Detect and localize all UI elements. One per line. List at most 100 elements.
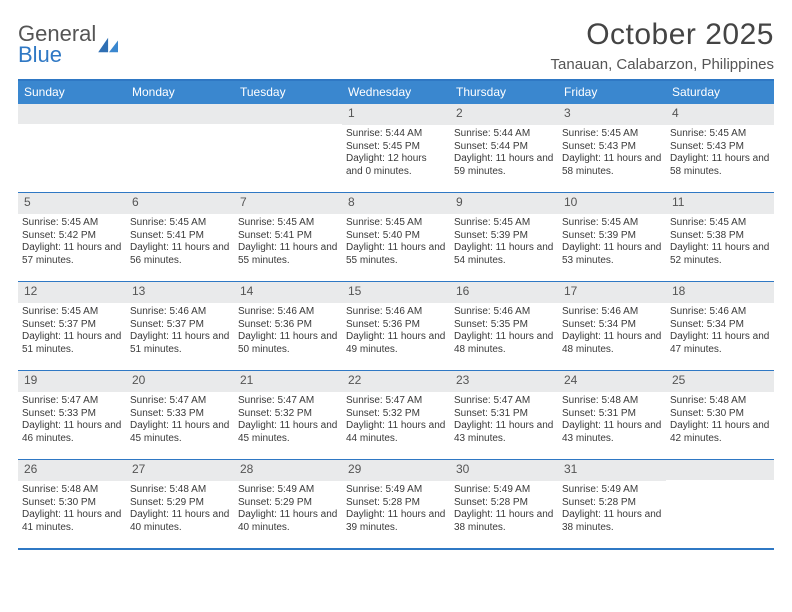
sunrise-text: Sunrise: 5:45 AM bbox=[670, 217, 770, 230]
day-cell: 25 Sunrise: 5:48 AMSunset: 5:30 PMDayligh… bbox=[666, 371, 774, 459]
day-number-row: 7 bbox=[234, 193, 342, 214]
day-cell: 13Sunrise: 5:46 AMSunset: 5:37 PMDayligh… bbox=[126, 282, 234, 370]
day-number-row: 27 bbox=[126, 460, 234, 481]
sunrise-text: Sunrise: 5:47 AM bbox=[346, 395, 446, 408]
sunrise-text: Sunrise: 5:45 AM bbox=[130, 217, 230, 230]
day-cell: 5 Sunrise: 5:45 AMSunset: 5:42 PMDaylight… bbox=[18, 193, 126, 281]
day-number-row bbox=[666, 460, 774, 480]
day-number: 15 bbox=[348, 284, 361, 298]
sunrise-text: Sunrise: 5:44 AM bbox=[454, 128, 554, 141]
days-of-week-header: Sunday Monday Tuesday Wednesday Thursday… bbox=[18, 81, 774, 104]
day-number-row bbox=[126, 104, 234, 124]
week-row: 5Sunrise: 5:45 AMSunset: 5:42 PMDaylight… bbox=[18, 193, 774, 282]
day-cell: 16 Sunrise: 5:46 AMSunset: 5:35 PMDayligh… bbox=[450, 282, 558, 370]
calendar: Sunday Monday Tuesday Wednesday Thursday… bbox=[18, 79, 774, 550]
day-number-row: 18 bbox=[666, 282, 774, 303]
sunrise-text: Sunrise: 5:48 AM bbox=[562, 395, 662, 408]
dow-thursday: Thursday bbox=[450, 81, 558, 104]
day-cell: 11Sunrise: 5:45 AMSunset: 5:38 PMDayligh… bbox=[666, 193, 774, 281]
day-cell: 22Sunrise: 5:47 AMSunset: 5:32 PMDayligh… bbox=[342, 371, 450, 459]
sunset-text: Sunset: 5:39 PM bbox=[454, 230, 554, 243]
sunset-text: Sunset: 5:29 PM bbox=[238, 497, 338, 510]
day-number-row: 29 bbox=[342, 460, 450, 481]
sunrise-text: Sunrise: 5:46 AM bbox=[670, 306, 770, 319]
sunrise-text: Sunrise: 5:47 AM bbox=[130, 395, 230, 408]
sunset-text: Sunset: 5:30 PM bbox=[670, 408, 770, 421]
day-cell: 28Sunrise: 5:49 AMSunset: 5:29 PMDayligh… bbox=[234, 460, 342, 548]
day-number: 16 bbox=[456, 284, 469, 298]
daylight-text: Daylight: 11 hours and 53 minutes. bbox=[562, 242, 662, 268]
sunrise-text: Sunrise: 5:47 AM bbox=[454, 395, 554, 408]
header: General Blue October 2025 Tanauan, Calab… bbox=[18, 18, 774, 73]
daylight-text: Daylight: 11 hours and 56 minutes. bbox=[130, 242, 230, 268]
sunset-text: Sunset: 5:31 PM bbox=[562, 408, 662, 421]
location-subtitle: Tanauan, Calabarzon, Philippines bbox=[551, 56, 774, 73]
sunset-text: Sunset: 5:42 PM bbox=[22, 230, 122, 243]
daylight-text: Daylight: 11 hours and 43 minutes. bbox=[562, 420, 662, 446]
sunrise-text: Sunrise: 5:48 AM bbox=[22, 484, 122, 497]
sunrise-text: Sunrise: 5:48 AM bbox=[670, 395, 770, 408]
sunrise-text: Sunrise: 5:47 AM bbox=[238, 395, 338, 408]
daylight-text: Daylight: 11 hours and 48 minutes. bbox=[454, 331, 554, 357]
sunrise-text: Sunrise: 5:45 AM bbox=[238, 217, 338, 230]
day-number-row bbox=[18, 104, 126, 124]
day-number: 1 bbox=[348, 106, 355, 120]
daylight-text: Daylight: 11 hours and 45 minutes. bbox=[238, 420, 338, 446]
day-number: 25 bbox=[672, 373, 685, 387]
day-number-row: 26 bbox=[18, 460, 126, 481]
day-number: 18 bbox=[672, 284, 685, 298]
day-number-row: 28 bbox=[234, 460, 342, 481]
sunset-text: Sunset: 5:30 PM bbox=[22, 497, 122, 510]
week-row: 26 Sunrise: 5:48 AMSunset: 5:30 PMDayligh… bbox=[18, 460, 774, 550]
day-number: 19 bbox=[24, 373, 37, 387]
day-cell: 19Sunrise: 5:47 AMSunset: 5:33 PMDayligh… bbox=[18, 371, 126, 459]
sunrise-text: Sunrise: 5:45 AM bbox=[670, 128, 770, 141]
sunrise-text: Sunrise: 5:46 AM bbox=[454, 306, 554, 319]
daylight-text: Daylight: 11 hours and 44 minutes. bbox=[346, 420, 446, 446]
day-number-row: 6 bbox=[126, 193, 234, 214]
dow-wednesday: Wednesday bbox=[342, 81, 450, 104]
daylight-text: Daylight: 11 hours and 49 minutes. bbox=[346, 331, 446, 357]
day-cell: 9Sunrise: 5:45 AMSunset: 5:39 PMDaylight… bbox=[450, 193, 558, 281]
title-block: October 2025 Tanauan, Calabarzon, Philip… bbox=[551, 18, 774, 73]
sunset-text: Sunset: 5:35 PM bbox=[454, 319, 554, 332]
sunrise-text: Sunrise: 5:46 AM bbox=[346, 306, 446, 319]
sunrise-text: Sunrise: 5:45 AM bbox=[346, 217, 446, 230]
sunset-text: Sunset: 5:32 PM bbox=[346, 408, 446, 421]
day-cell: 1Sunrise: 5:44 AMSunset: 5:45 PMDaylight… bbox=[342, 104, 450, 192]
dow-monday: Monday bbox=[126, 81, 234, 104]
daylight-text: Daylight: 11 hours and 42 minutes. bbox=[670, 420, 770, 446]
day-number: 14 bbox=[240, 284, 253, 298]
day-cell: 24Sunrise: 5:48 AMSunset: 5:31 PMDayligh… bbox=[558, 371, 666, 459]
daylight-text: Daylight: 11 hours and 41 minutes. bbox=[22, 509, 122, 535]
sunrise-text: Sunrise: 5:45 AM bbox=[22, 217, 122, 230]
daylight-text: Daylight: 11 hours and 58 minutes. bbox=[670, 153, 770, 179]
brand-sail-icon bbox=[98, 36, 120, 54]
day-number: 2 bbox=[456, 106, 463, 120]
brand-logo: General Blue bbox=[18, 18, 120, 66]
sunset-text: Sunset: 5:28 PM bbox=[346, 497, 446, 510]
day-cell: 4Sunrise: 5:45 AMSunset: 5:43 PMDaylight… bbox=[666, 104, 774, 192]
sunset-text: Sunset: 5:43 PM bbox=[562, 141, 662, 154]
daylight-text: Daylight: 11 hours and 43 minutes. bbox=[454, 420, 554, 446]
sunset-text: Sunset: 5:36 PM bbox=[346, 319, 446, 332]
day-number: 11 bbox=[672, 195, 684, 209]
sunset-text: Sunset: 5:32 PM bbox=[238, 408, 338, 421]
sunrise-text: Sunrise: 5:45 AM bbox=[22, 306, 122, 319]
day-cell: 3Sunrise: 5:45 AMSunset: 5:43 PMDaylight… bbox=[558, 104, 666, 192]
daylight-text: Daylight: 11 hours and 57 minutes. bbox=[22, 242, 122, 268]
day-cell: 31Sunrise: 5:49 AMSunset: 5:28 PMDayligh… bbox=[558, 460, 666, 548]
daylight-text: Daylight: 11 hours and 45 minutes. bbox=[130, 420, 230, 446]
day-number: 23 bbox=[456, 373, 469, 387]
day-number-row: 5 bbox=[18, 193, 126, 214]
sunset-text: Sunset: 5:33 PM bbox=[130, 408, 230, 421]
daylight-text: Daylight: 11 hours and 52 minutes. bbox=[670, 242, 770, 268]
month-title: October 2025 bbox=[551, 18, 774, 52]
day-cell: 15 Sunrise: 5:46 AMSunset: 5:36 PMDayligh… bbox=[342, 282, 450, 370]
sunrise-text: Sunrise: 5:45 AM bbox=[454, 217, 554, 230]
sunset-text: Sunset: 5:34 PM bbox=[670, 319, 770, 332]
day-number: 31 bbox=[564, 462, 577, 476]
day-number-row: 3 bbox=[558, 104, 666, 125]
dow-tuesday: Tuesday bbox=[234, 81, 342, 104]
sunrise-text: Sunrise: 5:49 AM bbox=[562, 484, 662, 497]
